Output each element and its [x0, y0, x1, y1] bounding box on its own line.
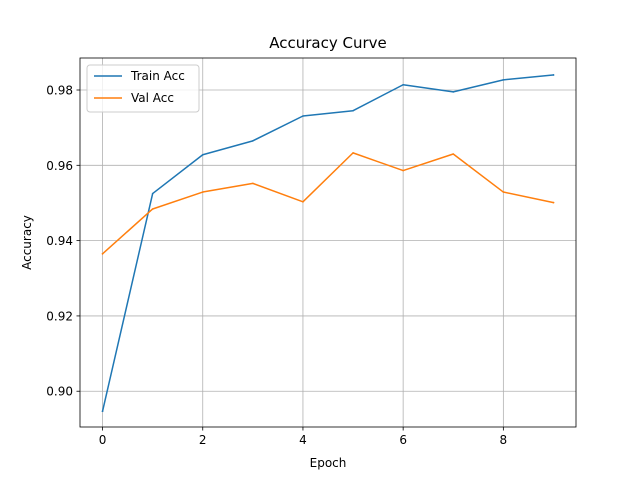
data-point-train-acc — [151, 192, 154, 195]
plot-frame — [79, 57, 577, 428]
data-point-val-acc — [252, 182, 254, 185]
x-tick-label: 8 — [500, 433, 508, 447]
series-line-train-acc — [101, 74, 555, 413]
x-tick-label: 0 — [99, 433, 107, 447]
data-point-train-acc — [302, 115, 304, 117]
y-tick-label: 0.96 — [46, 159, 73, 173]
chart-title: Accuracy Curve — [269, 34, 387, 52]
legend: Train Acc Val Acc — [86, 64, 200, 113]
y-tick-label: 0.90 — [46, 385, 73, 399]
plot-background — [80, 58, 576, 427]
data-point-val-acc — [201, 191, 204, 193]
data-point-val-acc — [552, 201, 555, 204]
data-point-val-acc — [402, 169, 404, 172]
data-point-val-acc — [502, 191, 505, 193]
x-axis-label: Epoch — [310, 456, 347, 470]
data-point-train-acc — [101, 410, 104, 412]
plot-area — [79, 57, 577, 428]
data-point-train-acc — [502, 79, 505, 81]
y-axis-label: Accuracy — [20, 215, 34, 270]
grid-lines — [80, 58, 576, 427]
x-axis: 0 2 4 6 8 — [99, 427, 507, 447]
y-tick-label: 0.92 — [46, 309, 73, 323]
data-point-val-acc — [452, 153, 455, 155]
y-axis: 0.90 0.92 0.94 0.96 0.98 — [46, 84, 80, 399]
data-point-train-acc — [452, 91, 455, 93]
x-tick-label: 4 — [299, 433, 307, 447]
data-point-train-acc — [352, 109, 354, 112]
data-point-train-acc — [201, 153, 204, 156]
series-lines — [101, 74, 555, 413]
legend-val-acc-label: Val Acc — [131, 91, 174, 105]
x-tick-label: 6 — [399, 433, 407, 447]
data-point-train-acc — [402, 83, 404, 86]
data-point-val-acc — [151, 208, 154, 210]
legend-train-acc-label: Train Acc — [130, 69, 185, 83]
y-tick-label: 0.94 — [46, 234, 73, 248]
series-line-val-acc — [101, 152, 555, 255]
x-tick-label: 2 — [199, 433, 207, 447]
data-point-val-acc — [302, 201, 304, 203]
data-point-val-acc — [352, 152, 354, 154]
data-point-train-acc — [252, 140, 254, 142]
data-point-train-acc — [552, 74, 555, 76]
data-point-val-acc — [101, 253, 104, 255]
y-tick-label: 0.98 — [46, 84, 73, 98]
